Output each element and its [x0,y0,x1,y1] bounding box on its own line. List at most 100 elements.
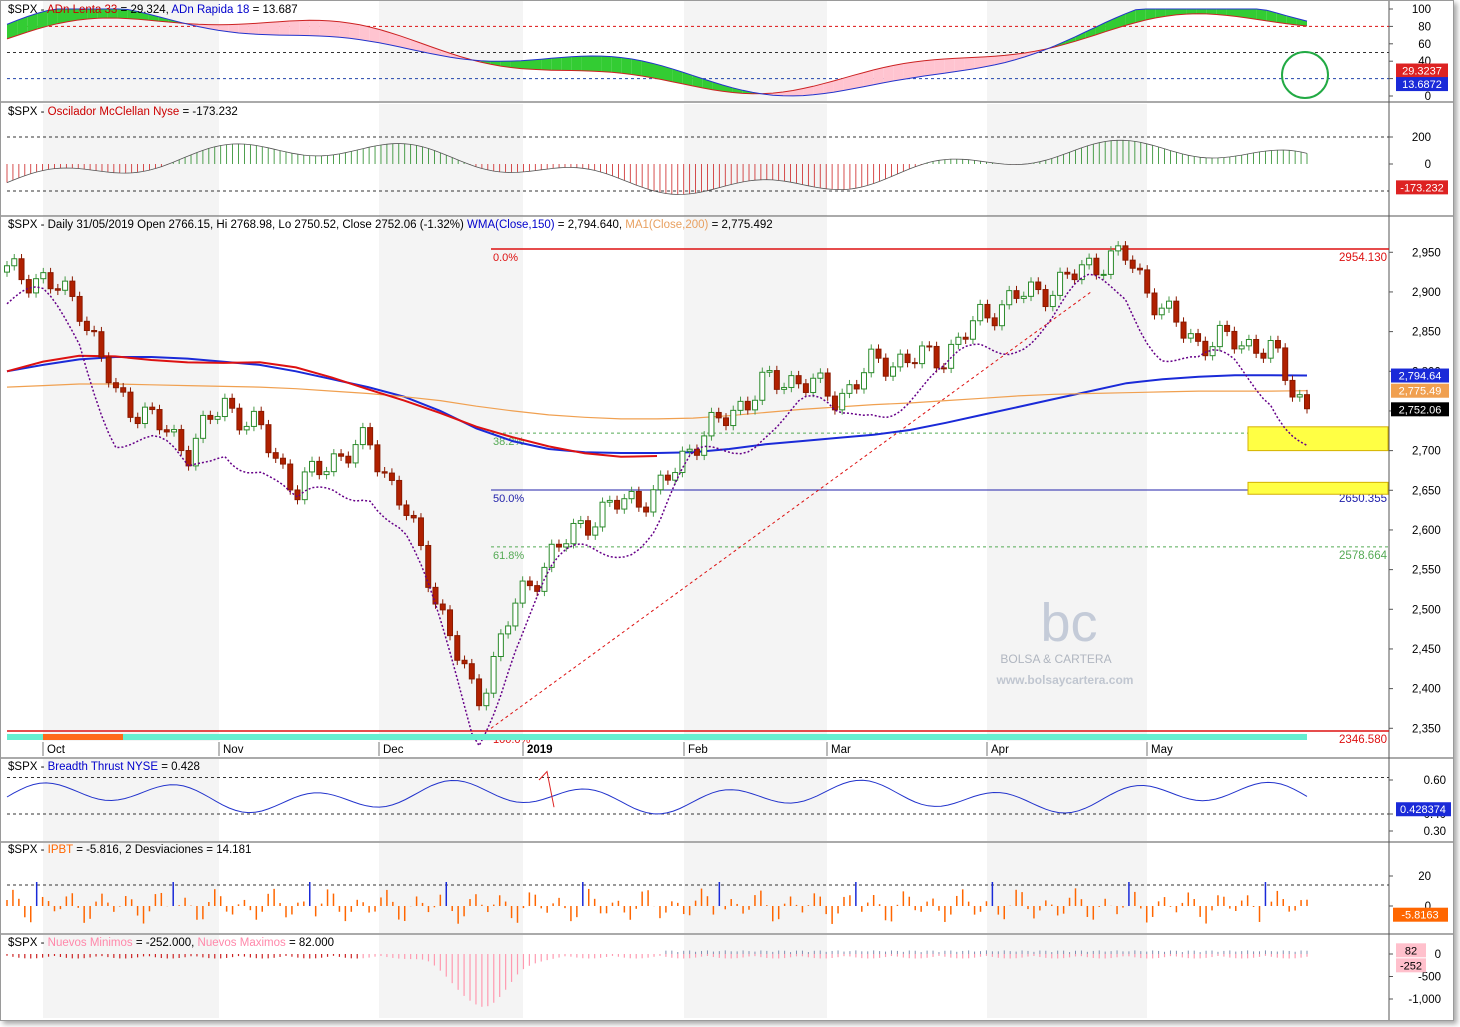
candle-body [156,409,163,431]
candle-body [802,383,809,393]
candle-body [62,280,69,291]
adn-fill [1014,53,1025,60]
candle-body [919,345,926,365]
candle-body [388,472,395,481]
candle-body [192,437,199,467]
ipbt-badge [1393,907,1448,922]
month-label: Nov [223,744,244,756]
candle-body [824,372,831,397]
month-band [987,217,1147,741]
fib-value-label: 2578.664 [1339,550,1388,562]
candle-body [781,386,788,390]
candle-body [592,526,599,536]
candle-body [1238,345,1245,350]
price-tick-label: 2,500 [1412,604,1441,616]
candle-body [1057,271,1064,296]
candle-body [272,452,279,459]
candle-body [897,353,904,368]
adn-fill [631,59,642,76]
candle-body [1086,257,1093,266]
header-part: = 82.000 [285,937,335,949]
fib-pct-label: 50.0% [493,493,524,505]
signal-strip [7,734,1307,740]
adn-fill [1256,9,1267,21]
price-badge-label: 2,752.06 [1399,404,1442,416]
candle-body [1042,289,1049,308]
header-part: $SPX - [8,844,48,856]
ipbt-header: $SPX - IPBT = -5.816, 2 Desviaciones = 1… [8,844,251,856]
candle-body [1180,321,1187,339]
adn-fill [238,23,249,34]
signal-strip-segment [43,734,123,740]
breadth-header: $SPX - Breadth Thrust NYSE = 0.428 [8,761,200,773]
candle-body [672,472,679,481]
candle-body [47,272,54,290]
adn-tick-label: 0 [1425,91,1431,103]
adn-tick-label: 100 [1412,4,1431,16]
month-label: Oct [47,744,66,756]
trendline [490,291,1092,729]
candle-body [33,278,40,294]
adn-fill [722,85,733,93]
candle-body [1158,307,1165,316]
candle-body [127,391,134,418]
price-tick-label: 2,900 [1412,287,1441,299]
month-band [987,935,1147,1018]
adn-fill [944,58,955,74]
adn-fill [903,62,914,80]
candle-body [279,457,286,465]
candle-body [1216,324,1223,348]
price-tick-label: 2,550 [1412,565,1441,577]
adn-fill [1065,36,1076,45]
candle-body [686,448,693,452]
candle-body [846,384,853,394]
header-part: = 2,775.492 [708,219,773,231]
adn-fill [893,63,904,81]
adn-fill [843,75,854,91]
candle-body [984,303,991,319]
month-band [987,104,1147,216]
adn-fill [1226,9,1237,17]
fib-value-label: 2346.580 [1339,734,1387,746]
candle-body [1013,290,1020,299]
candle-body [1115,245,1122,252]
candle-body [1231,330,1238,350]
adn-fill [389,32,400,47]
month-band [43,104,219,216]
adn-fill [510,60,521,69]
adn-fill [662,65,673,82]
hl-badge [1396,958,1426,973]
fib-value-label: 2954.130 [1339,252,1387,264]
highlight-circle [1281,51,1329,99]
header-part: Oscilador McClellan Nyse [47,106,180,118]
adn-fill [571,56,582,71]
candle-body [432,586,439,605]
candle-body [940,367,947,370]
mc-badge [1396,180,1448,195]
candle-body [76,295,83,322]
candle-body [1209,346,1216,357]
price-tick-label: 2,400 [1412,684,1441,696]
candle-body [178,429,185,452]
candle-body [439,603,446,611]
bt-badge-label: 0.428374 [1400,804,1446,816]
candle-body [948,343,955,369]
adn-fill [551,57,562,71]
candle-body [1136,267,1143,271]
adn-badge [1396,77,1448,92]
candle-body [795,375,802,385]
adn-fill [87,9,98,19]
candle-body [1006,290,1013,306]
adn-fill [500,61,511,68]
adn-fill [591,56,602,72]
adn-fill [954,57,965,72]
header-part: $SPX - [8,4,47,16]
month-band [379,843,523,933]
month-band [43,843,219,933]
candle-body [287,463,294,491]
candle-body [476,678,483,707]
candle-body [54,288,61,291]
candle-body [955,336,962,345]
adn-fill [561,56,572,71]
